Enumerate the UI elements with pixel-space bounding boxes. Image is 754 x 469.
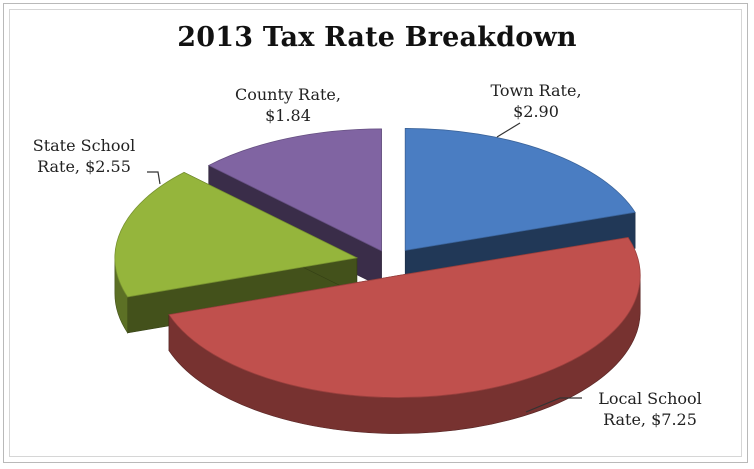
pie-slices [114, 128, 641, 434]
label-state-school-rate-value: Rate, $2.55 [37, 157, 131, 176]
leader-local-school-rate [525, 397, 582, 413]
label-local-school-rate-name: Local School [598, 389, 702, 408]
pie-slice-local-school-rate [168, 237, 641, 434]
label-county-rate-value: $1.84 [265, 106, 311, 125]
chart-plot-area [9, 9, 742, 457]
leader-state-school-rate [147, 171, 161, 185]
label-county-rate-name: County Rate, [235, 85, 341, 104]
label-town-rate-name: Town Rate, [490, 81, 581, 100]
label-state-school-rate-name: State School [33, 136, 136, 155]
leader-town-rate [496, 122, 521, 138]
slice-labels: Town Rate, $2.90 Local School Rate, $7.25 St… [33, 81, 702, 429]
chart-title: 2013 Tax Rate Breakdown [177, 22, 577, 53]
label-town-rate-value: $2.90 [513, 102, 559, 121]
label-local-school-rate-value: Rate, $7.25 [603, 410, 697, 429]
leader-lines [147, 122, 582, 413]
